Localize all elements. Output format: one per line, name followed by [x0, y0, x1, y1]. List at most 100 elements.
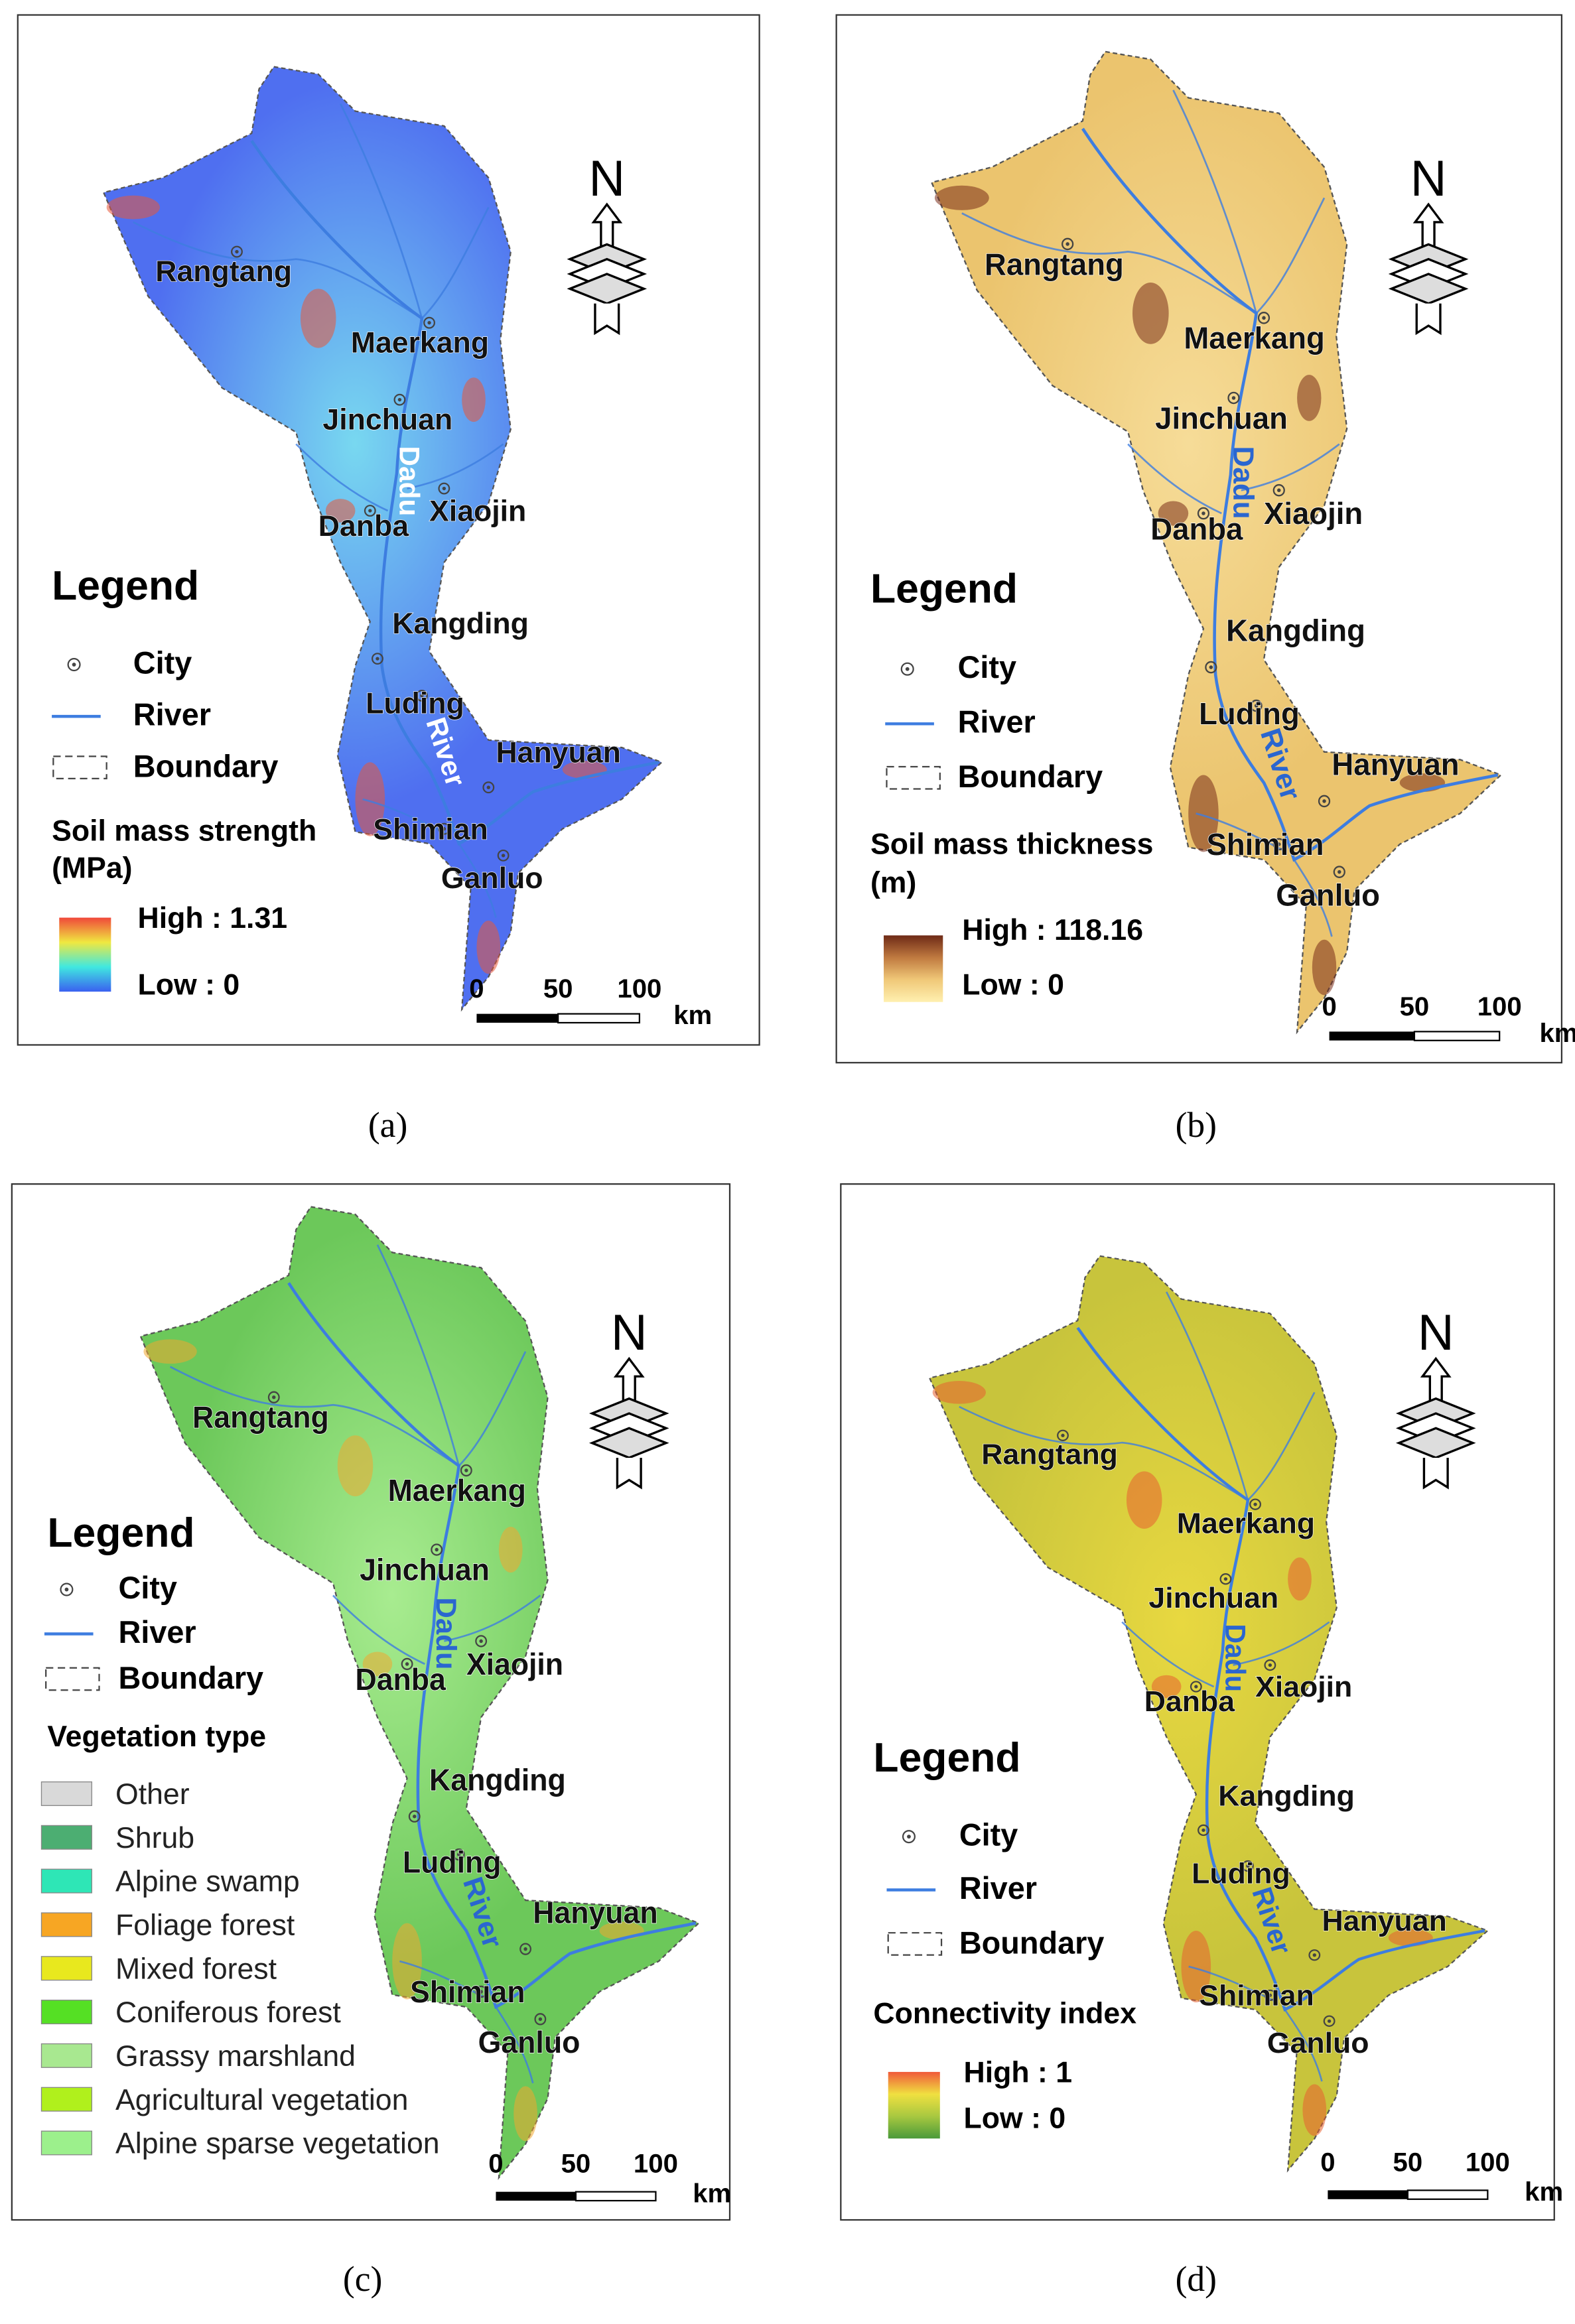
colorbar [888, 2071, 940, 2139]
region-map: Rangtang Maerkang Jinchuan Xiaojin Danba Kang… [928, 1255, 1489, 2173]
city-label: Xiaojin [429, 495, 526, 528]
terrain-patch [337, 1435, 374, 1497]
river-tributary [1255, 197, 1326, 314]
terrain-patch [1158, 501, 1189, 526]
city-marker [1323, 2015, 1335, 2027]
city-label: Kangding [1218, 1780, 1355, 1812]
legend-low: Low : 0 [962, 969, 1064, 1001]
city-marker [431, 1543, 443, 1556]
terrain-patch [1132, 282, 1169, 344]
city-marker-dot [235, 249, 239, 254]
city-marker [423, 316, 435, 329]
river-tributary [421, 207, 490, 319]
city-label: Shimian [1207, 827, 1324, 862]
city-label: Hanyuan [1332, 747, 1459, 782]
legend-field-title: Vegetation type [47, 1720, 266, 1753]
north-stem [1422, 1457, 1449, 1490]
scale-label: 50 [561, 2149, 591, 2179]
city-marker [1190, 1681, 1202, 1693]
class-label: Alpine sparse vegetation [115, 2128, 440, 2160]
city-marker-dot [1322, 799, 1326, 803]
city-marker-dot [1209, 665, 1213, 669]
city-label: Luding [1192, 1858, 1290, 1890]
city-marker-dot [1327, 2019, 1332, 2023]
scale-label: 100 [1466, 2147, 1510, 2177]
north-stem [1415, 303, 1442, 336]
legend-city-dot [64, 1587, 69, 1592]
river-tributary [295, 443, 389, 512]
terrain-patch [462, 377, 486, 422]
scale-label: 0 [1322, 992, 1336, 1021]
river-tributary [169, 1366, 460, 1467]
map-panel: Rangtang Maerkang Jinchuan Xiaojin Danba Kang… [840, 1183, 1563, 2221]
legend-item: City [133, 645, 192, 680]
river-tributary [444, 1594, 541, 1642]
panel-caption: (a) [368, 1105, 407, 1145]
city-label: Rangtang [981, 1439, 1118, 1470]
class-swatch [40, 2087, 93, 2112]
legend-title: Legend [47, 1510, 194, 1556]
city-marker [1318, 795, 1331, 808]
river-tributary [362, 798, 452, 838]
class-label: Other [115, 1778, 190, 1811]
north-layer [1388, 273, 1469, 305]
river-tributary [1165, 1291, 1249, 1501]
map-panel: Rangtang Maerkang Jinchuan Xiaojin Danba Kang… [11, 1183, 731, 2221]
class-swatch [40, 1956, 93, 1981]
scale-bar-white [1406, 2189, 1489, 2200]
colorbar [59, 917, 111, 992]
city-marker [1061, 237, 1074, 251]
legend-item: City [959, 1818, 1018, 1852]
terrain-patch [1302, 2084, 1327, 2136]
scale-label: 0 [469, 974, 484, 1003]
city-marker-dot [1254, 704, 1259, 708]
city-marker-dot [376, 657, 379, 661]
north-stem [616, 1457, 642, 1490]
river-label: Dadu [393, 446, 425, 516]
city-label: Maerkang [1177, 1508, 1315, 1539]
river-tributary [1293, 859, 1333, 937]
terrain-patch [362, 1651, 393, 1677]
legend-city-icon [902, 1830, 916, 1844]
city-label: Rangtang [155, 255, 292, 288]
city-marker-dot [501, 854, 506, 858]
city-marker-dot [1312, 1953, 1316, 1957]
city-marker-dot [1231, 396, 1236, 400]
city-marker [1250, 699, 1263, 712]
legend-item: Boundary [133, 749, 279, 784]
city-marker-dot [1201, 1828, 1205, 1833]
scale-label: 50 [1393, 2147, 1423, 2177]
city-marker-dot [1268, 1993, 1272, 1997]
class-label: Coniferous forest [115, 1996, 341, 2029]
north-label: N [611, 1305, 648, 1361]
legend-field-unit: (MPa) [52, 852, 132, 884]
map-panel: Rangtang Maerkang Jinchuan Xiaojin Danba Kang… [17, 14, 760, 1046]
legend-item: Boundary [959, 1925, 1105, 1960]
scale-label: 50 [543, 974, 573, 1003]
panel-caption: (c) [343, 2259, 382, 2299]
class-label: Grassy marshland [115, 2040, 356, 2073]
city-marker [475, 1985, 488, 1998]
river-label: Dadu [1219, 1624, 1251, 1692]
legend-boundary-icon [52, 755, 107, 779]
terrain-patch [476, 921, 501, 974]
city-label: Danba [1144, 1685, 1235, 1717]
scale-bar-black [496, 2191, 576, 2201]
city-marker-dot [435, 1547, 439, 1552]
scale-unit: km [1525, 2177, 1563, 2207]
legend-item: Boundary [118, 1661, 263, 1695]
river-tributary [407, 443, 504, 489]
legend-title: Legend [870, 565, 1018, 612]
north-label: N [1418, 1305, 1454, 1361]
legend-high: High : 118.16 [962, 914, 1143, 946]
city-marker-dot [486, 785, 490, 789]
legend-city-icon [67, 658, 81, 672]
city-marker [1333, 866, 1345, 878]
river-tributary [458, 843, 497, 918]
city-label: Jinchuan [322, 403, 452, 436]
city-label: Danba [355, 1662, 446, 1697]
city-label: Ganluo [1276, 877, 1380, 913]
legend-boundary-icon [886, 765, 941, 790]
city-marker [534, 2013, 547, 2026]
